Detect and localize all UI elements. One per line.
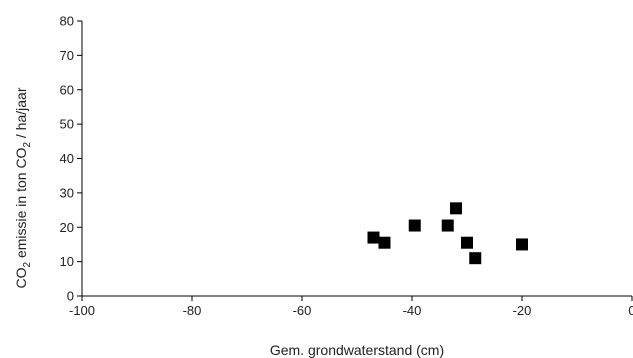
y-tick-label: 50 <box>60 117 74 132</box>
x-tick-label: -100 <box>69 303 95 318</box>
y-tick-label: 20 <box>60 220 74 235</box>
x-tick-label: 0 <box>628 303 633 318</box>
data-points <box>367 202 528 265</box>
data-point <box>450 202 462 215</box>
y-axis-title-middle: emissie in ton CO <box>13 147 29 261</box>
y-axis-title-end: / ha/jaar <box>13 87 29 142</box>
data-point <box>461 236 473 249</box>
x-tick-label: -80 <box>183 303 202 318</box>
data-point <box>441 219 454 232</box>
data-point <box>516 238 528 251</box>
y-axis-title: CO2 emissie in ton CO2 / ha/jaar <box>13 87 33 288</box>
y-tick-label: 70 <box>60 48 74 63</box>
data-point <box>367 231 380 244</box>
y-tick-label: 40 <box>60 151 74 166</box>
y-axis-title-co2-first: CO <box>13 267 29 288</box>
x-tick-label: -60 <box>293 303 312 318</box>
data-point <box>408 219 421 232</box>
x-tick-label: -40 <box>403 303 422 318</box>
x-tick-label: -20 <box>513 303 532 318</box>
y-tick-label: 0 <box>67 289 74 304</box>
y-tick-label: 10 <box>60 254 74 269</box>
y-tick-label: 80 <box>60 14 74 29</box>
x-axis-ticks: -100 -80 -60 -40 -20 0 <box>69 296 633 318</box>
y-axis-title-subscript-first: 2 <box>22 261 33 267</box>
data-point <box>378 236 391 249</box>
data-point <box>469 252 482 265</box>
x-axis-title: Gem. grondwaterstand (cm) <box>270 342 444 358</box>
y-axis-title-subscript-second: 2 <box>22 142 33 148</box>
y-axis-ticks: 0 10 20 30 40 50 60 70 80 <box>60 14 82 304</box>
y-tick-label: 60 <box>60 82 74 97</box>
chart-axes <box>81 21 632 297</box>
y-tick-label: 30 <box>60 185 74 200</box>
